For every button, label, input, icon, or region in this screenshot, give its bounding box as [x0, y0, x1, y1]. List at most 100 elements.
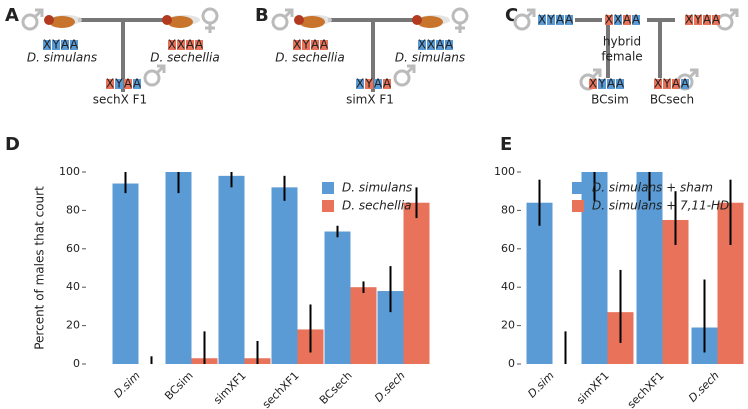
- gene-letter: X: [427, 38, 435, 52]
- legend-swatch: [572, 182, 584, 194]
- panel-letter: E: [500, 134, 512, 155]
- bar: [271, 187, 298, 364]
- bar: [636, 172, 663, 364]
- bar: [350, 287, 377, 364]
- gene-box: [565, 15, 573, 25]
- gene-letter: A: [124, 77, 133, 91]
- gene-box: [133, 79, 141, 89]
- gene-box: [712, 15, 720, 25]
- sex-symbol: [393, 69, 411, 87]
- gene-letter: A: [623, 13, 632, 27]
- species-label: D. simulans: [395, 51, 465, 65]
- gene-box: [556, 15, 564, 25]
- y-tick-label: 100: [494, 165, 515, 178]
- gene-letter: A: [712, 13, 721, 27]
- gene-letter: A: [436, 38, 445, 52]
- gene-box: [302, 40, 310, 50]
- gene-box: [61, 40, 69, 50]
- panel-letter: D: [5, 134, 20, 155]
- species-label: D. sechellia: [275, 51, 344, 65]
- gene-box: [186, 40, 194, 50]
- sex-symbol: [205, 23, 215, 33]
- gene-box: [445, 40, 453, 50]
- sex-symbol: [283, 8, 294, 19]
- x-tick-label: D.sech: [372, 369, 408, 405]
- gene-box: [685, 15, 693, 25]
- gene-letter: X: [589, 77, 597, 91]
- y-tick-label: 60: [66, 242, 80, 255]
- y-tick-label: 0: [508, 357, 515, 370]
- gene-letter: A: [133, 77, 142, 91]
- fly-head: [44, 15, 54, 25]
- gene-box: [311, 40, 319, 50]
- bar: [165, 172, 192, 364]
- gene-letter: A: [70, 38, 79, 52]
- gene-letter: A: [374, 77, 383, 91]
- legend-swatch: [322, 182, 334, 194]
- gene-box: [168, 40, 176, 50]
- gene-letter: X: [538, 13, 546, 27]
- fly-head: [162, 15, 172, 25]
- gene-box: [654, 79, 662, 89]
- species-label: D. sechellia: [150, 51, 219, 65]
- gene-letter: X: [43, 38, 51, 52]
- gene-box: [598, 79, 606, 89]
- gene-letter: X: [356, 77, 364, 91]
- x-tick-label: D.sim: [111, 369, 142, 400]
- gene-letter: X: [654, 77, 662, 91]
- legend-swatch: [572, 200, 584, 212]
- y-tick-label: 20: [501, 319, 515, 332]
- gene-box: [538, 15, 546, 25]
- gene-box: [293, 40, 301, 50]
- bar: [403, 202, 430, 364]
- gene-box: [177, 40, 185, 50]
- gene-box: [632, 15, 640, 25]
- gene-box: [663, 79, 671, 89]
- sex-symbol: [525, 8, 536, 19]
- gene-letter: X: [685, 13, 693, 27]
- sex-symbol: [33, 8, 44, 19]
- gene-letter: A: [607, 77, 616, 91]
- node-label: hybrid: [603, 35, 641, 49]
- gene-box: [52, 40, 60, 50]
- bar: [581, 172, 608, 364]
- gene-box: [383, 79, 391, 89]
- gene-letter: A: [616, 77, 625, 91]
- gene-box: [623, 15, 631, 25]
- x-tick-label: D.sech: [686, 369, 722, 405]
- x-tick-label: BCsech: [317, 369, 355, 407]
- legend-label: D. simulans: [342, 181, 412, 195]
- sex-symbol: [513, 13, 531, 31]
- gene-letter: Y: [693, 13, 702, 27]
- legend-swatch: [322, 200, 334, 212]
- fly-body: [49, 16, 75, 28]
- gene-box: [607, 79, 615, 89]
- x-tick-label: simXF1: [574, 369, 612, 407]
- species-label: sechX F1: [93, 93, 147, 107]
- panel-letter: B: [255, 5, 269, 26]
- gene-box: [320, 40, 328, 50]
- gene-letter: X: [605, 13, 613, 27]
- gene-letter: A: [565, 13, 574, 27]
- gene-box: [614, 15, 622, 25]
- sex-symbol: [271, 13, 289, 31]
- gene-box: [43, 40, 51, 50]
- bar: [324, 231, 351, 364]
- species-label: BCsim: [591, 93, 629, 107]
- y-tick-label: 60: [501, 242, 515, 255]
- gene-letter: Y: [114, 77, 123, 91]
- fly-head: [294, 15, 304, 25]
- sex-symbol: [155, 64, 166, 75]
- bar: [218, 175, 245, 364]
- gene-letter: Y: [662, 77, 671, 91]
- gene-letter: A: [186, 38, 195, 52]
- gene-box: [616, 79, 624, 89]
- x-tick-label: sechXF1: [625, 369, 667, 409]
- gene-box: [703, 15, 711, 25]
- gene-letter: X: [168, 38, 176, 52]
- fly-head: [412, 15, 422, 25]
- bar: [526, 202, 553, 364]
- gene-letter: X: [177, 38, 185, 52]
- y-tick-label: 20: [66, 319, 80, 332]
